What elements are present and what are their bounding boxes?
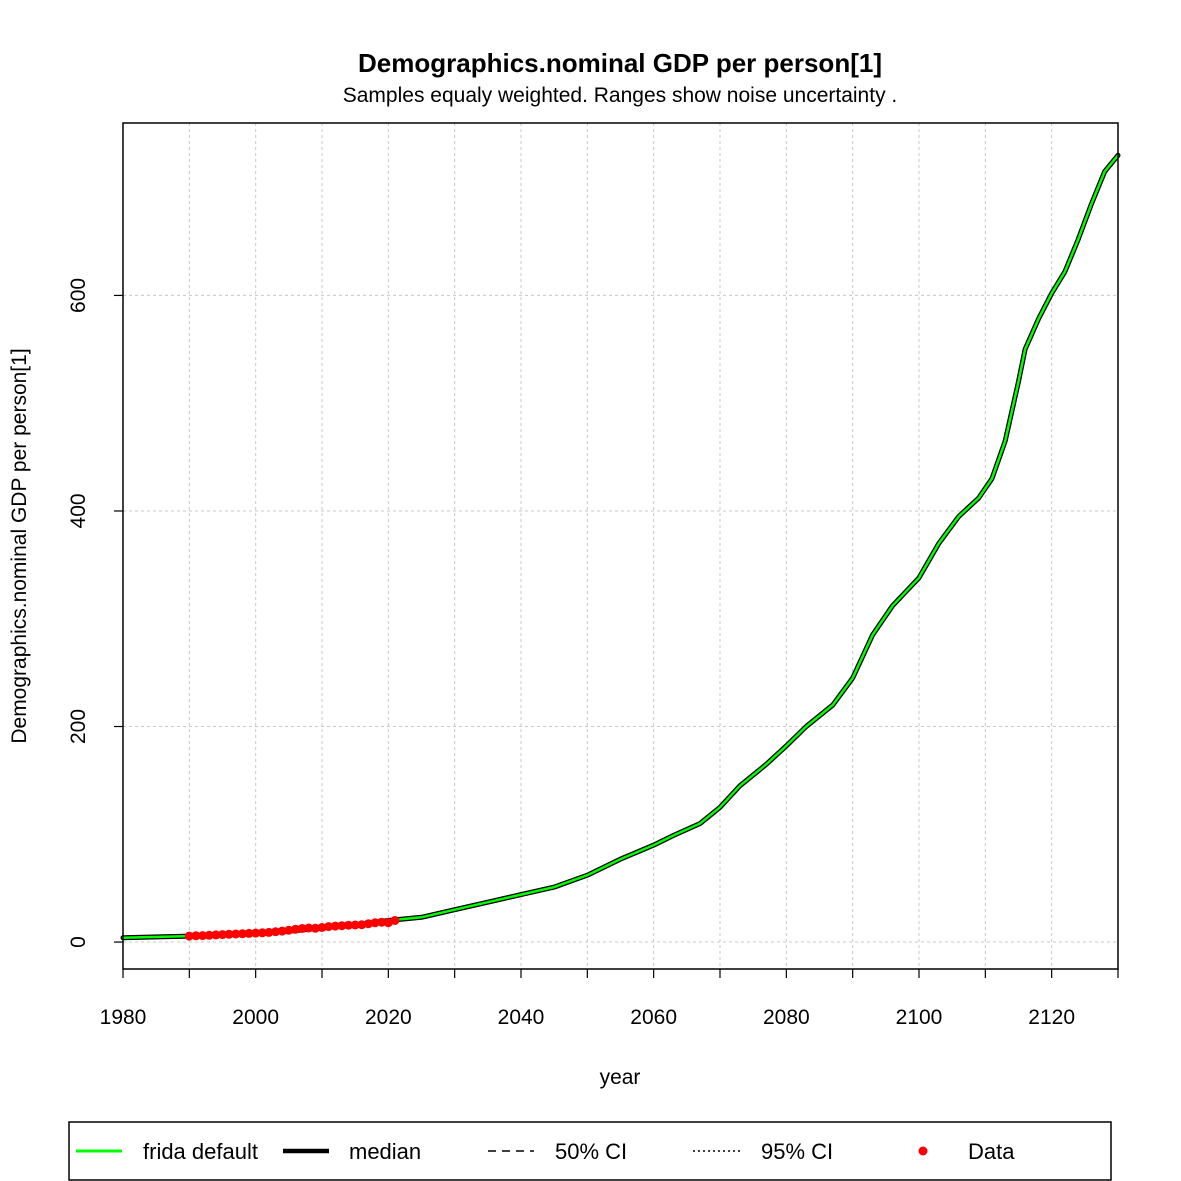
data-point — [211, 930, 221, 940]
x-tick-label: 2080 — [763, 1006, 810, 1029]
data-point — [251, 928, 261, 938]
x-tick-label: 2120 — [1028, 1006, 1075, 1029]
data-point — [350, 920, 360, 930]
data-point — [357, 920, 367, 930]
data-point — [224, 929, 234, 939]
data-point — [264, 927, 274, 937]
data-point — [284, 925, 294, 935]
data-point — [337, 921, 347, 931]
x-tick-label: 1980 — [100, 1006, 147, 1029]
x-tick-label: 2020 — [365, 1006, 412, 1029]
data-point — [218, 930, 227, 940]
y-axis-label: Demographics.nominal GDP per person[1] — [8, 348, 31, 743]
data-point — [231, 929, 241, 939]
x-tick-label: 2040 — [498, 1006, 545, 1029]
data-point — [271, 927, 281, 937]
data-point — [204, 930, 214, 940]
legend-swatch-data — [918, 1146, 928, 1156]
data-point — [317, 923, 327, 932]
legend-label-frida-default: frida default — [143, 1139, 258, 1164]
chart-title: Demographics.nominal GDP per person[1] — [358, 48, 882, 78]
data-point — [344, 920, 353, 930]
x-axis: 1980 2000 2020 2040 2060 2080 2100 2120 — [100, 969, 1119, 1029]
data-point — [330, 921, 340, 931]
data-point — [297, 924, 307, 933]
legend-label-median: median — [349, 1139, 421, 1164]
legend-label-50ci: 50% CI — [555, 1139, 627, 1164]
data-point — [363, 919, 373, 929]
grid — [122, 123, 1119, 969]
data-point — [277, 926, 287, 936]
data-point — [370, 918, 380, 928]
data-point — [198, 931, 208, 941]
data-point — [291, 924, 300, 934]
data-point — [390, 916, 400, 925]
x-axis-label: year — [600, 1066, 641, 1089]
x-tick-label: 2060 — [630, 1006, 677, 1029]
plot-series — [120, 152, 1121, 941]
data-point — [191, 931, 201, 941]
legend-box — [68, 1121, 1112, 1181]
legend: frida default median 50% CI 95% CI Data — [68, 1121, 1112, 1181]
data-point — [257, 928, 267, 938]
x-tick-label: 2000 — [232, 1006, 279, 1029]
y-tick-label: 400 — [67, 493, 90, 528]
y-tick-label: 0 — [67, 936, 90, 948]
legend-label-95ci: 95% CI — [761, 1139, 833, 1164]
y-tick-label: 600 — [67, 278, 90, 313]
data-point — [310, 923, 320, 933]
data-point — [324, 922, 334, 932]
data-point — [184, 931, 194, 941]
data-point — [237, 929, 247, 939]
series-line-frida-default — [121, 154, 1120, 939]
data-point — [244, 928, 254, 938]
y-axis: 0 200 400 600 — [67, 278, 123, 948]
y-tick-label: 200 — [67, 709, 90, 744]
plot-area-frame — [122, 122, 1119, 970]
chart-subtitle: Samples equaly weighted. Ranges show noi… — [343, 84, 898, 107]
data-point — [304, 923, 314, 933]
x-tick-label: 2100 — [896, 1006, 943, 1029]
data-point — [377, 917, 387, 927]
data-points — [184, 916, 400, 941]
legend-label-data: Data — [968, 1139, 1015, 1164]
series-line-median — [120, 152, 1121, 941]
